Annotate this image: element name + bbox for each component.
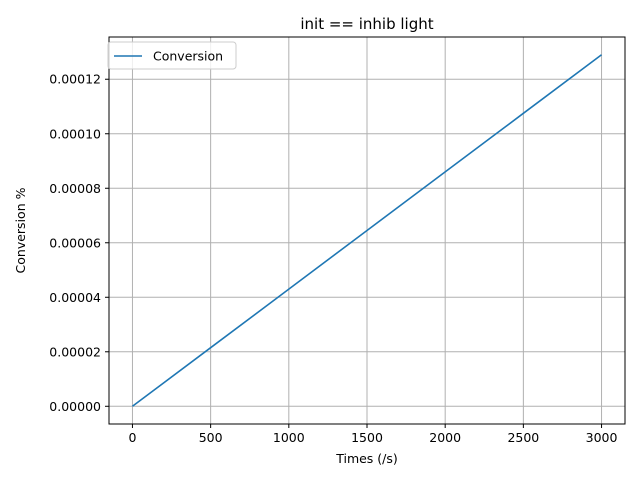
series-line-conversion [131,54,603,407]
x-tick-label: 1000 [273,430,305,445]
legend: Conversion [107,41,237,70]
chart-title: init == inhib light [300,15,433,33]
y-tick-label: 0.00002 [49,344,101,359]
x-axis-label: Times (/s) [335,451,398,466]
legend-label: Conversion [153,49,223,64]
grid [109,37,625,424]
y-tick-label: 0.00010 [49,126,101,141]
x-tick-label: 500 [199,430,223,445]
y-tick-label: 0.00004 [49,290,101,305]
legend-box [107,41,237,70]
ticks: 0 500 1000 1500 2000 2500 3000 0.00000 0.00002 0.… [49,72,617,445]
y-tick-label: 0.00008 [49,181,101,196]
x-tick-label: 1500 [351,430,383,445]
y-tick-label: 0.00012 [49,72,101,87]
x-tick-label: 3000 [586,430,618,445]
series-layer [131,54,603,407]
y-axis-label: Conversion % [13,187,28,273]
x-tick-label: 2000 [429,430,461,445]
y-tick-label: 0.00000 [49,399,101,414]
y-tick-label: 0.00006 [49,235,101,250]
x-tick-label: 0 [128,430,136,445]
x-tick-label: 2500 [507,430,539,445]
